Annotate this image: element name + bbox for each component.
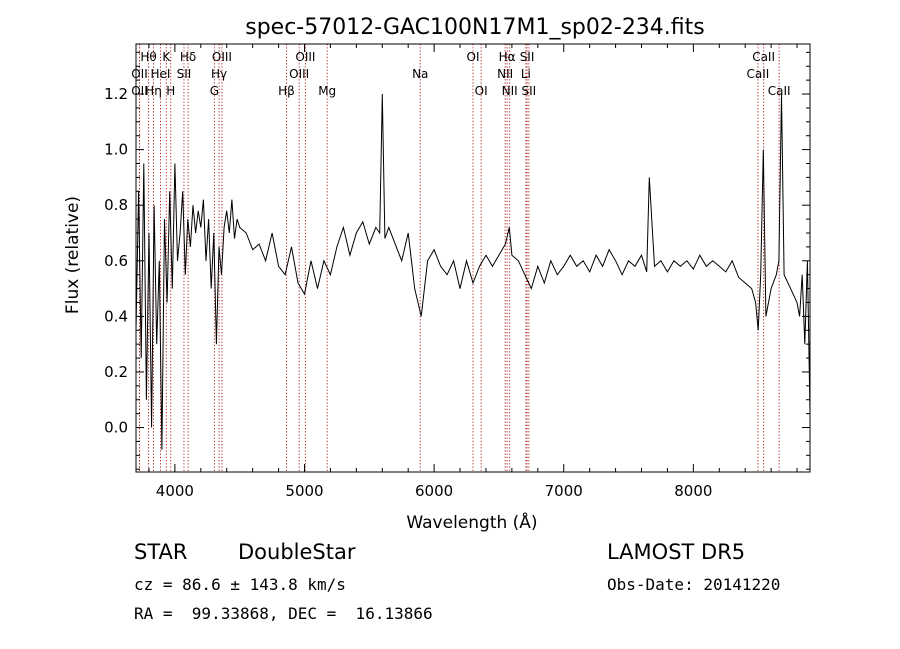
line-marker-label-2: Hδ xyxy=(180,50,196,64)
line-marker-label-13: OIII xyxy=(289,67,309,81)
line-marker-label-1: K xyxy=(162,50,171,64)
coordinates: RA = 99.33868, DEC = 16.13866 xyxy=(134,604,433,623)
line-marker-label-27: CaII xyxy=(768,84,791,98)
line-marker-label-8: CaII xyxy=(752,50,775,64)
line-marker-label-11: SII xyxy=(177,67,192,81)
line-marker-label-24: OI xyxy=(475,84,488,98)
y-tick-label-3: 0.6 xyxy=(104,252,128,270)
spectrum-line-0 xyxy=(135,93,811,450)
object-class: STAR xyxy=(134,540,188,564)
spectrum-series xyxy=(135,93,811,450)
x-axis-label: Wavelength (Å) xyxy=(406,511,537,533)
line-marker-label-7: SII xyxy=(520,50,535,64)
line-marker-label-25: NII xyxy=(502,84,518,98)
x-axis-ticks: 4000 5000 6000 7000 8000 xyxy=(148,44,798,500)
line-marker-label-16: Li xyxy=(521,67,531,81)
y-tick-label-5: 1.0 xyxy=(104,141,128,159)
line-marker-label-6: Hα xyxy=(499,50,516,64)
line-marker-label-26: SII xyxy=(522,84,537,98)
y-tick-label-0: 0.0 xyxy=(104,419,128,437)
x-tick-label-4: 8000 xyxy=(674,482,712,500)
line-marker-label-15: NII xyxy=(497,67,513,81)
line-marker-label-10: HeI xyxy=(151,67,171,81)
emission-line-labels: Hθ K Hδ OIII OIII OI Hα SII CaII OII HeI SII Hγ OIII N… xyxy=(131,50,790,98)
y-tick-label-6: 1.2 xyxy=(104,85,128,103)
line-marker-label-17: CaII xyxy=(746,67,769,81)
line-marker-label-12: Hγ xyxy=(211,67,227,81)
line-marker-label-5: OI xyxy=(467,50,480,64)
y-tick-label-2: 0.4 xyxy=(104,307,128,325)
plot-frame xyxy=(135,43,811,473)
y-tick-label-4: 0.8 xyxy=(104,196,128,214)
emission-line-markers xyxy=(138,44,780,472)
y-axis-label: Flux (relative) xyxy=(63,196,83,314)
line-marker-label-23: Mg xyxy=(318,84,336,98)
x-tick-label-2: 6000 xyxy=(415,482,453,500)
y-tick-label-1: 0.2 xyxy=(104,363,128,381)
x-tick-label-1: 5000 xyxy=(285,482,323,500)
line-marker-label-3: OIII xyxy=(212,50,232,64)
line-marker-label-20: H xyxy=(166,84,175,98)
x-tick-label-3: 7000 xyxy=(545,482,583,500)
line-marker-label-19: Hη xyxy=(145,84,162,98)
line-marker-label-9: OII xyxy=(131,67,148,81)
observation-date: Obs-Date: 20141220 xyxy=(607,575,781,594)
survey-name: LAMOST DR5 xyxy=(607,540,746,564)
line-marker-label-14: Na xyxy=(412,67,428,81)
line-marker-label-4: OIII xyxy=(295,50,315,64)
redshift-value: cz = 86.6 ± 143.8 km/s xyxy=(134,575,346,594)
y-axis-ticks: 0.0 0.2 0.4 0.6 0.8 1.0 1.2 xyxy=(104,51,810,470)
object-subclass: DoubleStar xyxy=(238,540,356,564)
line-marker-label-0: Hθ xyxy=(140,50,156,64)
x-tick-label-0: 4000 xyxy=(156,482,194,500)
line-marker-label-22: Hβ xyxy=(278,84,295,98)
line-marker-label-21: G xyxy=(210,84,219,98)
chart-title: spec-57012-GAC100N17M1_sp02-234.fits xyxy=(245,15,705,40)
